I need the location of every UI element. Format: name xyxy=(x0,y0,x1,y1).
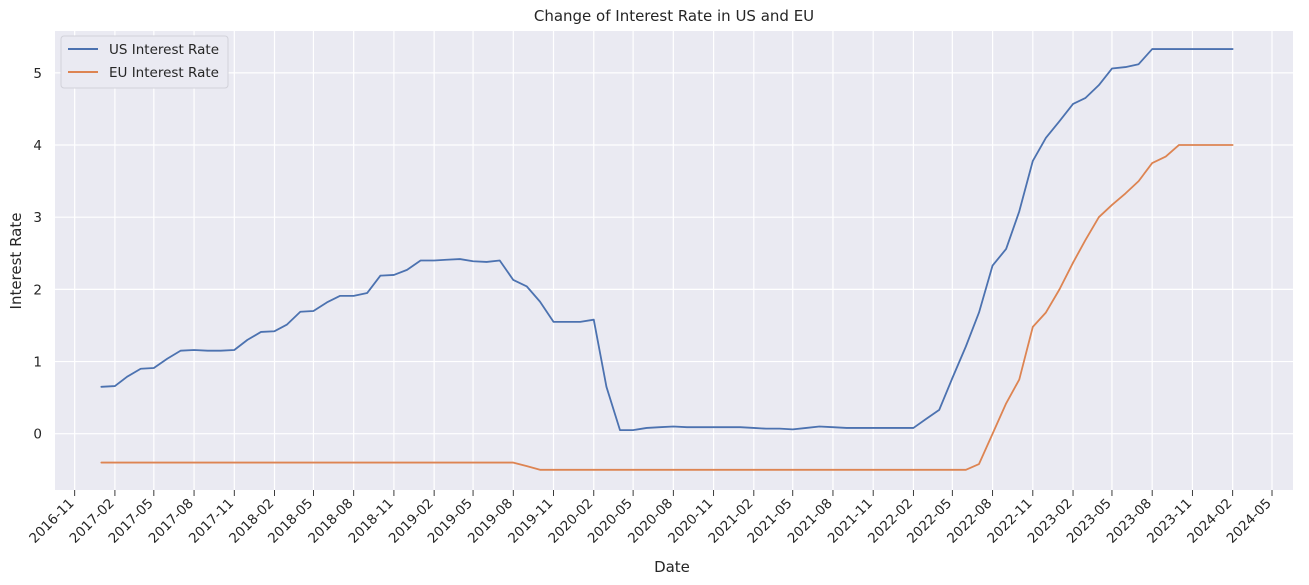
y-axis-title: Interest Rate xyxy=(7,213,25,310)
x-axis-ticks: 2016-112017-022017-052017-082017-112018-… xyxy=(26,490,1275,547)
series-line-eu xyxy=(100,144,1234,471)
series-layer xyxy=(100,48,1234,471)
legend-item-us: US Interest Rate xyxy=(68,42,219,58)
legend-item-eu: EU Interest Rate xyxy=(68,65,219,81)
grid-lines xyxy=(55,31,1293,490)
legend: US Interest Rate EU Interest Rate xyxy=(60,35,229,89)
y-tick-label: 2 xyxy=(33,282,42,298)
y-tick-label: 3 xyxy=(33,210,42,226)
legend-box xyxy=(60,35,229,89)
y-tick-label: 5 xyxy=(33,66,42,82)
chart-title: Change of Interest Rate in US and EU xyxy=(534,7,814,25)
legend-label-us: US Interest Rate xyxy=(109,42,219,58)
x-axis-title: Date xyxy=(654,558,690,576)
y-axis-ticks: 0 1 2 3 4 5 xyxy=(33,66,42,443)
y-tick-label: 4 xyxy=(33,138,42,154)
y-tick-label: 1 xyxy=(33,355,42,371)
plot-background xyxy=(55,31,1293,490)
legend-label-eu: EU Interest Rate xyxy=(109,65,219,81)
y-tick-label: 0 xyxy=(33,427,42,443)
series-line-us xyxy=(100,48,1234,432)
